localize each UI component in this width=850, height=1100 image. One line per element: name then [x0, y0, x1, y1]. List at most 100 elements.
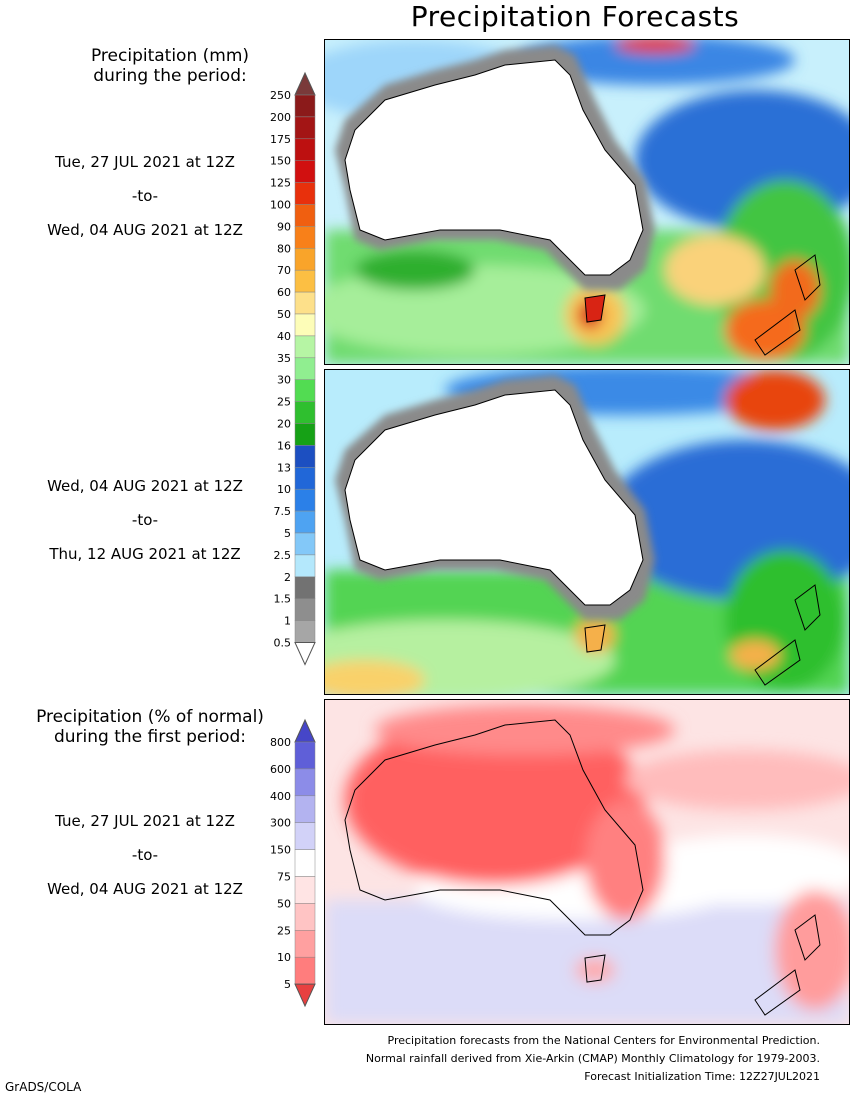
mm-legend-tick-label: 90 [277, 220, 291, 233]
mm-legend-swatch-3 [294, 138, 316, 161]
pct-legend-swatch-9 [294, 956, 316, 985]
page-title: Precipitation Forecasts [410, 0, 740, 33]
pct-legend-tick-label: 800 [270, 736, 291, 749]
mm-legend-tick-label: 150 [270, 155, 291, 168]
mm-legend-swatch-14 [294, 379, 316, 402]
period-1-sep: -to- [131, 187, 159, 205]
mm-legend-swatch-24 [294, 598, 316, 621]
precip-map-period-2 [324, 369, 850, 695]
mm-legend-tick-label: 2 [284, 571, 291, 584]
mm-legend-header-line1: Precipitation (mm) [90, 46, 250, 66]
period-label-1: Tue, 27 JUL 2021 at 12Z -to- Wed, 04 AUG… [20, 145, 270, 247]
mm-legend-tick-label: 1 [284, 615, 291, 628]
mm-legend-tick-label: 0.5 [274, 637, 292, 650]
mm-legend-tick-label: 40 [277, 330, 291, 343]
mm-legend-swatch-10 [294, 291, 316, 315]
pct-legend-swatch-1 [294, 741, 316, 770]
mm-legend-tick-label: 70 [277, 264, 291, 277]
mm-legend-tick-label: 16 [277, 439, 291, 452]
period-3-start: Tue, 27 JUL 2021 at 12Z [55, 812, 235, 830]
pct-legend-header-line2: during the first period: [53, 727, 247, 747]
mm-legend-swatch-5 [294, 182, 316, 205]
mm-legend-swatch-21 [294, 532, 316, 556]
grads-credit: GrADS/COLA [5, 1080, 82, 1094]
mm-legend-swatch-4 [294, 160, 316, 183]
pct-legend-top-arrow [294, 718, 316, 743]
pct-legend-swatch-5 [294, 849, 316, 877]
mm-legend-top-arrow [294, 71, 316, 96]
map-2-canvas [325, 370, 849, 694]
mm-legend-bottom-arrow [294, 642, 316, 666]
footer-line-2: Normal rainfall derived from Xie-Arkin (… [365, 1052, 820, 1065]
mm-legend-tick-label: 175 [270, 133, 291, 146]
mm-legend-tick-label: 125 [270, 177, 291, 190]
period-1-start: Tue, 27 JUL 2021 at 12Z [55, 153, 235, 171]
percent-normal-map [324, 699, 850, 1025]
pct-legend-tick-label: 300 [270, 817, 291, 830]
mm-legend-header: Precipitation (mm) during the period: [20, 46, 320, 86]
mm-legend-tick-label: 7.5 [274, 505, 292, 518]
mm-legend-swatch-20 [294, 510, 316, 534]
pct-legend-swatch-2 [294, 768, 316, 797]
period-1-end: Wed, 04 AUG 2021 at 12Z [47, 221, 243, 239]
mm-legend-swatch-6 [294, 204, 316, 227]
pct-legend-bottom-arrow [294, 983, 316, 1008]
mm-legend-swatch-18 [294, 467, 316, 490]
mm-legend-tick-label: 60 [277, 286, 291, 299]
mm-legend-swatch-12 [294, 335, 316, 359]
pct-color-bar: 800 600 400 300 150 75 50 25 10 5 [270, 718, 316, 1008]
map-3-canvas [325, 700, 849, 1024]
mm-legend-tick-label: 25 [277, 396, 291, 409]
period-2-end: Thu, 12 AUG 2021 at 12Z [49, 545, 241, 563]
period-3-end: Wed, 04 AUG 2021 at 12Z [47, 880, 243, 898]
mm-legend-tick-label: 35 [277, 352, 291, 365]
mm-legend-swatch-2 [294, 116, 316, 140]
footer-notes: Precipitation forecasts from the Nationa… [366, 1032, 820, 1086]
pct-legend-swatch-6 [294, 876, 316, 904]
mm-legend-tick-label: 20 [277, 418, 291, 431]
mm-legend-swatch-8 [294, 248, 316, 271]
mm-legend-swatch-13 [294, 357, 316, 380]
mm-legend-tick-label: 5 [284, 527, 291, 540]
mm-legend-tick-label: 80 [277, 242, 291, 255]
footer-line-3: Forecast Initialization Time: 12Z27JUL20… [584, 1070, 820, 1083]
mm-legend-swatch-7 [294, 226, 316, 249]
mm-legend-tick-label: 250 [270, 89, 291, 102]
period-label-3: Tue, 27 JUL 2021 at 12Z -to- Wed, 04 AUG… [20, 804, 270, 906]
mm-legend-swatch-16 [294, 423, 316, 446]
mm-legend-swatch-11 [294, 313, 316, 337]
pct-legend-tick-label: 400 [270, 790, 291, 803]
mm-legend-swatch-19 [294, 488, 316, 512]
mm-legend-swatch-22 [294, 554, 316, 578]
mm-legend-tick-label: 2.5 [274, 549, 292, 562]
pct-legend-header: Precipitation (% of normal) during the f… [0, 707, 300, 747]
pct-legend-swatch-4 [294, 822, 316, 850]
period-2-start: Wed, 04 AUG 2021 at 12Z [47, 477, 243, 495]
pct-legend-swatch-8 [294, 930, 316, 958]
period-3-sep: -to- [131, 846, 159, 864]
pct-legend-tick-label: 5 [284, 978, 291, 991]
mm-legend-swatch-15 [294, 401, 316, 424]
mm-legend-swatch-25 [294, 620, 316, 643]
pct-legend-tick-label: 25 [277, 924, 291, 937]
pct-legend-swatch-7 [294, 903, 316, 931]
pct-legend-swatch-3 [294, 795, 316, 823]
mm-legend-swatch-1 [294, 94, 316, 118]
pct-legend-tick-label: 600 [270, 763, 291, 776]
mm-legend-tick-label: 50 [277, 308, 291, 321]
mm-legend-tick-label: 100 [270, 199, 291, 212]
map-1-canvas [325, 40, 849, 364]
mm-legend-header-line2: during the period: [93, 66, 247, 86]
period-label-2: Wed, 04 AUG 2021 at 12Z -to- Thu, 12 AUG… [20, 469, 270, 571]
mm-legend-tick-label: 13 [277, 461, 291, 474]
pct-legend-tick-label: 10 [277, 951, 291, 964]
period-2-sep: -to- [131, 511, 159, 529]
pct-legend-tick-label: 150 [270, 844, 291, 857]
mm-legend-tick-label: 30 [277, 374, 291, 387]
precip-map-period-1 [324, 39, 850, 365]
mm-color-bar: 2502001751501251009080706050403530252016… [270, 71, 316, 666]
footer-line-1: Precipitation forecasts from the Nationa… [387, 1034, 821, 1047]
mm-legend-swatch-17 [294, 445, 316, 468]
pct-legend-header-line1: Precipitation (% of normal) [36, 707, 264, 727]
mm-legend-swatch-23 [294, 576, 316, 599]
